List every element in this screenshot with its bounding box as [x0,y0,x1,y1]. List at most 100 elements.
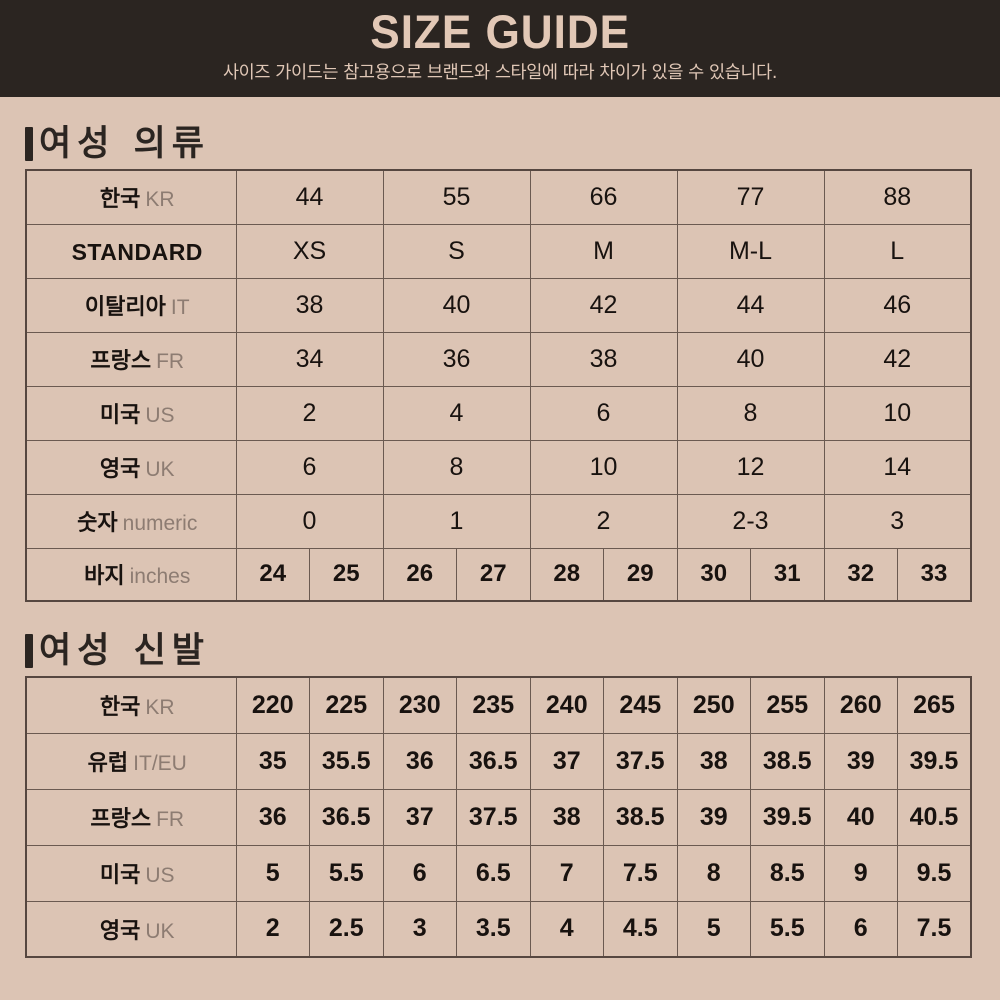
row-label-apparel-1: STANDARD [25,223,237,279]
accent-bar-icon [25,634,33,668]
row-label-shoes-2: 프랑스 FR [25,788,237,846]
cell-shoes-4-9: 7.5 [897,900,972,958]
row-label-ko: 미국 [99,403,141,428]
cell-apparel-2-1: 40 [382,277,531,333]
cell-shoes-0-8: 260 [823,676,898,734]
cell-apparel-7-5: 29 [603,547,678,602]
cell-shoes-1-8: 39 [823,732,898,790]
row-label-en: KR [145,188,175,212]
row-label-ko: 영국 [99,457,141,482]
row-label-apparel-3: 프랑스 FR [25,331,237,387]
cell-shoes-0-7: 255 [750,676,825,734]
cell-apparel-4-4: 10 [823,385,972,441]
cell-apparel-5-0: 6 [235,439,384,495]
row-label-en: UK [145,458,175,481]
cell-apparel-4-0: 2 [235,385,384,441]
cell-apparel-7-9: 33 [897,547,972,602]
cell-shoes-3-3: 6.5 [456,844,531,902]
row-label-ko: 바지 [84,564,125,590]
table-row: 바지 inches 24 25 26 27 28 29 30 31 32 33 [25,547,972,602]
cell-apparel-4-1: 4 [382,385,531,441]
row-label-en: US [145,404,175,427]
table-wrap-apparel: 한국 KR 44 55 66 77 88 STANDARD XS S M M-L L 이탈리아 IT 38 40… [25,169,972,602]
cell-shoes-2-0: 36 [235,788,310,846]
section-title-shoes: 여성 신발 [39,631,210,671]
row-label-apparel-4: 미국 US [25,385,237,441]
cell-shoes-4-2: 3 [382,900,457,958]
cell-shoes-0-5: 245 [603,676,678,734]
cell-shoes-2-8: 40 [823,788,898,846]
cell-shoes-0-3: 235 [456,676,531,734]
cell-shoes-4-0: 2 [235,900,310,958]
shoes-table-body: 한국 KR 220 225 230 235 240 245 250 255 260 265 유럽 IT/E… [25,676,972,958]
cell-shoes-1-5: 37.5 [603,732,678,790]
row-label-apparel-7: 바지 inches [25,547,237,602]
cell-apparel-1-2: M [529,223,678,279]
cell-apparel-2-2: 42 [529,277,678,333]
cell-apparel-6-4: 3 [823,493,972,549]
table-row: 이탈리아 IT 38 40 42 44 46 [25,277,972,333]
row-label-en: inches [129,565,191,589]
cell-shoes-3-8: 9 [823,844,898,902]
page-title: SIZE GUIDE [370,5,630,58]
cell-apparel-1-4: L [823,223,972,279]
cell-shoes-3-0: 5 [235,844,310,902]
cell-apparel-7-1: 25 [309,547,384,602]
table-row: 유럽 IT/EU 35 35.5 36 36.5 37 37.5 38 38.5 39 39.5 [25,732,972,790]
cell-shoes-3-4: 7 [529,844,604,902]
row-label-en: US [145,864,175,887]
table-row: STANDARD XS S M M-L L [25,223,972,279]
row-label-ko: 프랑스 [90,349,152,374]
spacer-top [0,97,1000,125]
accent-bar-icon [25,127,33,161]
row-label-en: IT/EU [133,752,187,775]
cell-shoes-0-0: 220 [235,676,310,734]
table-row: 영국 UK 2 2.5 3 3.5 4 4.5 5 5.5 6 7.5 [25,900,972,958]
cell-shoes-2-7: 39.5 [750,788,825,846]
cell-apparel-7-0: 24 [235,547,310,602]
cell-shoes-3-6: 8 [676,844,751,902]
cell-shoes-1-2: 36 [382,732,457,790]
row-label-apparel-0: 한국 KR [25,169,237,225]
row-label-shoes-3: 미국 US [25,844,237,902]
cell-shoes-2-5: 38.5 [603,788,678,846]
cell-apparel-4-2: 6 [529,385,678,441]
row-label-ko: 프랑스 [90,807,152,832]
cell-shoes-1-1: 35.5 [309,732,384,790]
row-label-shoes-0: 한국 KR [25,676,237,734]
cell-apparel-6-2: 2 [529,493,678,549]
row-label-en: numeric [122,512,198,535]
cell-shoes-2-1: 36.5 [309,788,384,846]
row-label-en: KR [145,696,175,720]
cell-shoes-2-4: 38 [529,788,604,846]
cell-apparel-6-0: 0 [235,493,384,549]
apparel-size-table: 한국 KR 44 55 66 77 88 STANDARD XS S M M-L L 이탈리아 IT 38 40… [25,169,972,602]
row-label-ko: 한국 [99,187,141,213]
cell-shoes-4-7: 5.5 [750,900,825,958]
row-label-apparel-2: 이탈리아 IT [25,277,237,333]
page-subtitle: 사이즈 가이드는 참고용으로 브랜드와 스타일에 따라 차이가 있을 수 있습니… [222,63,778,83]
table-row: 한국 KR 220 225 230 235 240 245 250 255 260 265 [25,676,972,734]
section-title-apparel: 여성 의류 [39,124,210,164]
table-row: 한국 KR 44 55 66 77 88 [25,169,972,225]
cell-apparel-0-2: 66 [529,169,678,225]
table-row: 프랑스 FR 36 36.5 37 37.5 38 38.5 39 39.5 40 40.5 [25,788,972,846]
cell-apparel-5-3: 12 [676,439,825,495]
cell-apparel-0-4: 88 [823,169,972,225]
cell-shoes-0-2: 230 [382,676,457,734]
cell-shoes-3-1: 5.5 [309,844,384,902]
cell-shoes-1-0: 35 [235,732,310,790]
apparel-table-body: 한국 KR 44 55 66 77 88 STANDARD XS S M M-L L 이탈리아 IT 38 40… [25,169,972,602]
cell-apparel-0-1: 55 [382,169,531,225]
cell-apparel-6-3: 2-3 [676,493,825,549]
spacer-middle [0,602,1000,632]
cell-shoes-3-2: 6 [382,844,457,902]
cell-apparel-3-2: 38 [529,331,678,387]
table-row: 영국 UK 6 8 10 12 14 [25,439,972,495]
row-label-ko: 유럽 [87,751,129,776]
row-label-en: FR [156,808,185,831]
cell-apparel-1-3: M-L [676,223,825,279]
page-header: SIZE GUIDE 사이즈 가이드는 참고용으로 브랜드와 스타일에 따라 차… [0,0,1000,97]
cell-apparel-7-7: 31 [750,547,825,602]
